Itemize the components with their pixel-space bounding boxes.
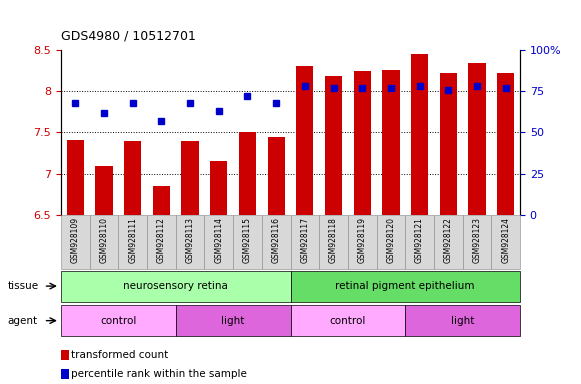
Bar xyxy=(153,186,170,215)
Text: GSM928118: GSM928118 xyxy=(329,217,338,263)
FancyBboxPatch shape xyxy=(61,215,89,269)
FancyBboxPatch shape xyxy=(462,215,492,269)
FancyBboxPatch shape xyxy=(175,305,290,336)
Bar xyxy=(325,76,342,215)
Bar xyxy=(497,73,514,215)
FancyBboxPatch shape xyxy=(290,215,319,269)
Text: transformed count: transformed count xyxy=(71,350,168,360)
Text: neurosensory retina: neurosensory retina xyxy=(123,281,228,291)
Text: GSM928119: GSM928119 xyxy=(358,217,367,263)
Text: GSM928117: GSM928117 xyxy=(300,217,309,263)
Text: retinal pigment epithelium: retinal pigment epithelium xyxy=(335,281,475,291)
FancyBboxPatch shape xyxy=(147,215,175,269)
FancyBboxPatch shape xyxy=(205,215,233,269)
FancyBboxPatch shape xyxy=(319,215,348,269)
FancyBboxPatch shape xyxy=(290,305,406,336)
Bar xyxy=(382,70,400,215)
FancyBboxPatch shape xyxy=(233,215,262,269)
Bar xyxy=(181,141,199,215)
Text: GSM928114: GSM928114 xyxy=(214,217,223,263)
Text: GSM928111: GSM928111 xyxy=(128,217,137,263)
Text: GSM928112: GSM928112 xyxy=(157,217,166,263)
FancyBboxPatch shape xyxy=(175,215,205,269)
FancyBboxPatch shape xyxy=(119,215,147,269)
FancyBboxPatch shape xyxy=(262,215,290,269)
Text: GSM928123: GSM928123 xyxy=(472,217,482,263)
FancyBboxPatch shape xyxy=(348,215,376,269)
FancyBboxPatch shape xyxy=(89,215,119,269)
Text: GSM928113: GSM928113 xyxy=(185,217,195,263)
Text: GSM928122: GSM928122 xyxy=(444,217,453,263)
FancyBboxPatch shape xyxy=(61,270,290,302)
FancyBboxPatch shape xyxy=(492,215,520,269)
Text: GSM928115: GSM928115 xyxy=(243,217,252,263)
Bar xyxy=(468,63,486,215)
Text: GDS4980 / 10512701: GDS4980 / 10512701 xyxy=(61,29,196,42)
Text: control: control xyxy=(100,316,137,326)
Text: control: control xyxy=(329,316,366,326)
FancyBboxPatch shape xyxy=(406,215,434,269)
Bar xyxy=(67,140,84,215)
Bar xyxy=(440,73,457,215)
FancyBboxPatch shape xyxy=(61,305,175,336)
Bar xyxy=(124,141,141,215)
Text: GSM928121: GSM928121 xyxy=(415,217,424,263)
Text: GSM928109: GSM928109 xyxy=(71,217,80,263)
Text: agent: agent xyxy=(8,316,38,326)
Text: GSM928110: GSM928110 xyxy=(99,217,109,263)
Text: GSM928116: GSM928116 xyxy=(272,217,281,263)
Text: GSM928124: GSM928124 xyxy=(501,217,510,263)
Text: GSM928120: GSM928120 xyxy=(386,217,396,263)
FancyBboxPatch shape xyxy=(376,215,406,269)
Bar xyxy=(239,132,256,215)
Bar xyxy=(267,137,285,215)
Bar xyxy=(296,66,314,215)
Bar xyxy=(95,166,113,215)
Bar xyxy=(354,71,371,215)
Bar xyxy=(411,54,428,215)
FancyBboxPatch shape xyxy=(434,215,462,269)
FancyBboxPatch shape xyxy=(406,305,520,336)
Bar xyxy=(210,161,227,215)
Text: light: light xyxy=(451,316,474,326)
Text: percentile rank within the sample: percentile rank within the sample xyxy=(71,369,247,379)
Text: light: light xyxy=(221,316,245,326)
Text: tissue: tissue xyxy=(8,281,39,291)
FancyBboxPatch shape xyxy=(290,270,520,302)
